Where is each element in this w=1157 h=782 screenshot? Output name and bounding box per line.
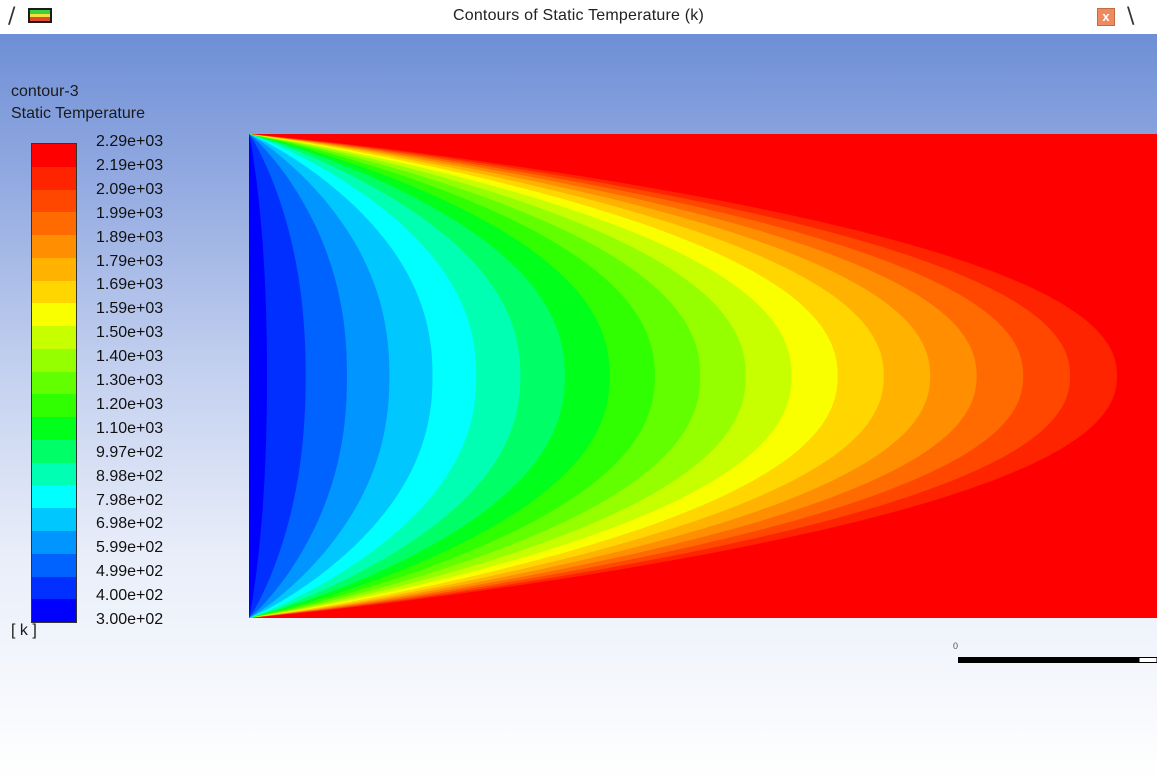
color-bar-band [32,485,76,509]
close-icon[interactable]: x [1097,8,1115,26]
color-bar-label: 1.50e+03 [96,324,164,342]
color-bar [31,143,77,623]
title-right-glyph: \ [1127,4,1135,29]
color-bar-label: 1.79e+03 [96,252,164,270]
color-bar-band [32,417,76,440]
color-bar-label: 5.99e+02 [96,539,164,557]
legend-quantity-label: Static Temperature [11,105,145,122]
color-bar-band [32,462,76,486]
color-bar-band [32,508,76,532]
color-bar-label: 9.97e+02 [96,443,164,461]
color-bar-label: 2.09e+03 [96,180,164,198]
color-bar-band [32,348,76,372]
color-bar-label: 8.98e+02 [96,467,164,485]
contour-plot-icon[interactable] [28,8,52,23]
color-bar-band [32,144,76,167]
color-bar-label: 7.98e+02 [96,491,164,509]
title-bar: / Contours of Static Temperature (k) x \ [0,0,1157,34]
color-bar-band [32,257,76,281]
legend-unit-label: [ k ] [11,622,37,639]
color-bar-label: 2.29e+03 [96,133,164,150]
contour-band [249,134,267,618]
color-bar-label: 1.69e+03 [96,276,164,294]
color-bar-band [32,235,76,258]
color-bar-band [32,303,76,327]
color-bar-band [32,576,76,600]
color-bar-band [32,212,76,236]
title-left-glyph: / [8,4,16,29]
color-bar-band [32,531,76,554]
color-bar-label: 2.19e+03 [96,156,164,174]
scale-bar [958,657,1157,663]
color-bar-label: 1.40e+03 [96,348,164,366]
color-bar-label: 3.00e+02 [96,611,164,628]
color-bar-label: 4.00e+02 [96,587,164,605]
color-bar-band [32,439,76,463]
scale-zero-label: 0 [953,641,959,651]
color-bar-label: 1.30e+03 [96,372,164,389]
color-bar-band [32,280,76,304]
color-bar-label: 1.20e+03 [96,395,164,413]
color-bar-label: 1.89e+03 [96,228,164,246]
color-bar-label: 4.99e+02 [96,563,164,581]
color-bar-label: 1.99e+03 [96,204,164,222]
color-bar-label: 1.10e+03 [96,419,164,437]
color-bar-band [32,599,76,623]
color-bar-band [32,394,76,418]
color-bar-band [32,371,76,395]
color-bar-label: 1.59e+03 [96,300,164,318]
color-bar-band [32,326,76,349]
legend-contour-name: contour-3 [11,83,79,100]
window-title: Contours of Static Temperature (k) [452,7,705,24]
color-bar-band [32,553,76,577]
color-bar-band [32,189,76,213]
color-bar-label: 6.98e+02 [96,515,164,533]
color-bar-band [32,166,76,190]
temperature-contour-field[interactable] [249,134,1157,618]
